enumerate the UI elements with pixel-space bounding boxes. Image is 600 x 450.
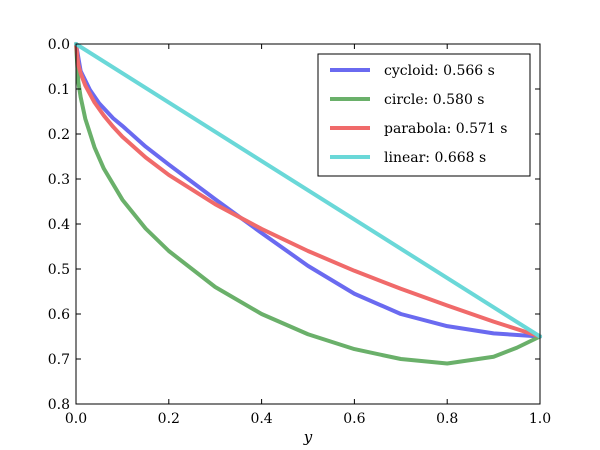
- x-tick-label: 0.6: [343, 411, 365, 427]
- series-layer: [74, 42, 542, 366]
- y-tick-label: 0.1: [48, 82, 70, 98]
- x-tick-label: 1.0: [529, 411, 551, 427]
- legend-label-3: linear: 0.668 s: [384, 150, 486, 166]
- y-tick-label: 0.4: [48, 217, 70, 233]
- y-tick-label: 0.7: [48, 352, 70, 368]
- series-line-1: [74, 42, 542, 366]
- x-tick-label: 0.4: [250, 411, 272, 427]
- series-line-2: [74, 42, 542, 339]
- y-axis: 0.0 0.1 0.2 0.3 0.4 0.5 0.6 0.7 0.8: [48, 37, 540, 413]
- y-tick-label: 0.6: [48, 307, 70, 323]
- x-axis: 0.0 0.2 0.4 0.6 0.8 1.0: [65, 44, 551, 427]
- legend-label-2: parabola: 0.571 s: [384, 121, 507, 137]
- x-tick-label: 0.0: [65, 411, 87, 427]
- y-tick-label: 0.5: [48, 262, 70, 278]
- y-tick-label: 0.2: [48, 127, 70, 143]
- x-tick-label: 0.2: [158, 411, 180, 427]
- y-tick-label: 0.0: [48, 37, 70, 53]
- y-tick-label: 0.8: [48, 397, 70, 413]
- series-line-0: [74, 42, 542, 339]
- x-tick-label: 0.8: [436, 411, 458, 427]
- legend-label-1: circle: 0.580 s: [384, 92, 485, 108]
- series-line-3: [74, 42, 542, 339]
- legend-items: cycloid: 0.566 s circle: 0.580 s parabola:…: [330, 63, 507, 166]
- legend: cycloid: 0.566 s circle: 0.580 s parabola:…: [317, 53, 531, 177]
- x-axis-label: y: [303, 428, 313, 446]
- y-tick-label: 0.3: [48, 172, 70, 188]
- legend-label-0: cycloid: 0.566 s: [384, 63, 495, 79]
